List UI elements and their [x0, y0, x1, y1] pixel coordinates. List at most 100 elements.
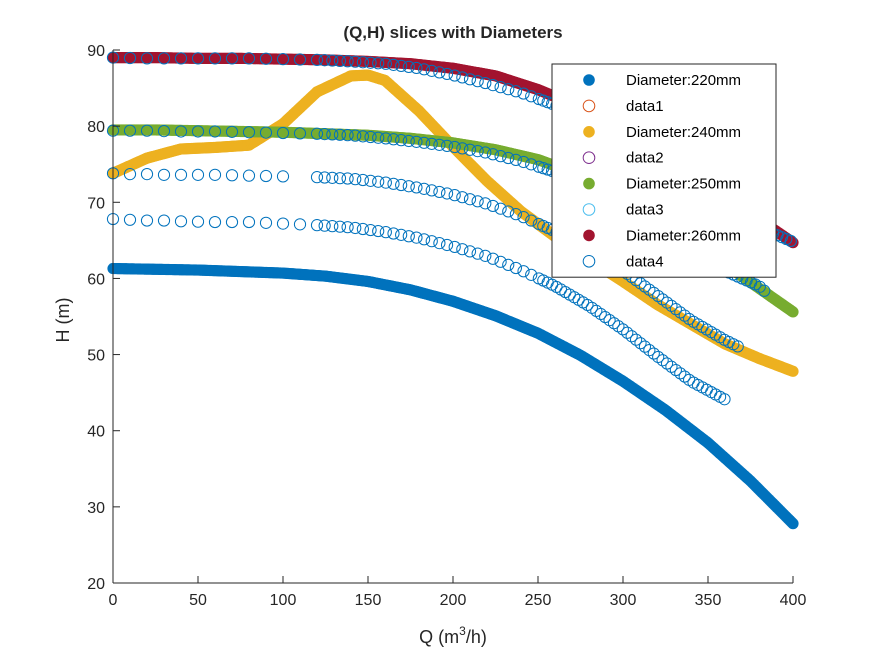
- data-point: [456, 191, 469, 204]
- data-point: [341, 172, 354, 185]
- data-point: [410, 135, 423, 148]
- data-point: [502, 83, 515, 96]
- data-point: [517, 155, 530, 169]
- x-tick-label: 150: [355, 592, 382, 609]
- data-point: [174, 52, 188, 65]
- legend-label: Diameter:240mm: [626, 124, 741, 141]
- legend-entry: Diameter:220mm: [583, 72, 741, 89]
- y-tick-label: 70: [87, 195, 105, 212]
- data-point: [532, 160, 545, 173]
- data-point: [208, 168, 222, 181]
- data-point: [525, 158, 538, 171]
- legend: Diameter:220mm data1 Diameter:240mm data2 Di…: [551, 63, 777, 278]
- data-point: [333, 54, 347, 68]
- data-point: [402, 60, 415, 74]
- data-point: [787, 365, 799, 377]
- y-tick-label: 30: [87, 500, 105, 517]
- data-point: [612, 320, 625, 333]
- data-point: [525, 268, 538, 281]
- data-point: [665, 360, 678, 373]
- data-point: [418, 136, 431, 149]
- data-point: [140, 52, 154, 65]
- data-point: [140, 168, 154, 181]
- x-tick-label: 350: [695, 592, 722, 609]
- data-point: [123, 124, 137, 137]
- data-point: [509, 261, 523, 275]
- data-point: [678, 309, 691, 322]
- data-point: [517, 211, 530, 224]
- data-point: [433, 138, 446, 151]
- data-point: [621, 326, 634, 339]
- data-point: [599, 310, 612, 324]
- legend-entry: Diameter:250mm: [583, 176, 741, 193]
- data-point: [486, 252, 500, 265]
- data-point: [418, 233, 431, 246]
- data-point: [486, 199, 500, 213]
- data-point: [410, 231, 423, 244]
- data-point: [463, 193, 477, 206]
- data-point: [787, 518, 799, 530]
- legend-entry: data4: [582, 253, 664, 270]
- data-point: [787, 306, 799, 318]
- data-point: [647, 286, 660, 299]
- data-point: [318, 171, 331, 184]
- data-point: [387, 133, 400, 146]
- data-point: [502, 205, 515, 218]
- data-point: [372, 224, 385, 238]
- data-point: [440, 139, 454, 152]
- data-point: [463, 245, 477, 258]
- data-point: [395, 178, 408, 192]
- data-point: [433, 185, 446, 199]
- data-point: [669, 303, 682, 316]
- data-point: [310, 171, 324, 184]
- data-point: [157, 214, 171, 227]
- data-point: [242, 126, 256, 139]
- data-point: [456, 142, 469, 155]
- data-point: [372, 175, 385, 188]
- x-axis-label: Q (m3/h): [419, 624, 487, 647]
- legend-label: Diameter:260mm: [626, 227, 741, 244]
- legend-marker: [583, 177, 595, 190]
- data-point: [784, 234, 797, 248]
- data-point: [333, 128, 347, 141]
- legend-label: data4: [626, 253, 664, 270]
- data-point: [225, 215, 239, 229]
- legend-label: Diameter:220mm: [626, 72, 741, 89]
- data-point: [433, 66, 446, 79]
- data-point: [494, 255, 507, 268]
- data-point: [364, 56, 377, 69]
- data-point: [326, 171, 339, 184]
- data-point: [174, 125, 188, 138]
- data-point: [590, 304, 603, 318]
- x-tick-label: 400: [780, 592, 807, 609]
- data-point: [425, 137, 438, 150]
- data-point: [364, 223, 377, 237]
- data-point: [463, 73, 477, 86]
- data-point: [364, 174, 377, 187]
- legend-entry: data3: [582, 202, 664, 219]
- data-point: [634, 277, 647, 290]
- data-point: [440, 238, 454, 252]
- data-point: [123, 213, 137, 226]
- legend-marker: [582, 99, 596, 113]
- data-point: [318, 219, 331, 232]
- data-point: [433, 237, 446, 250]
- data-point: [486, 148, 500, 161]
- data-point: [509, 85, 523, 98]
- data-point: [318, 54, 331, 67]
- data-point: [191, 215, 205, 228]
- data-point: [643, 283, 656, 296]
- x-tick-label: 100: [270, 592, 297, 609]
- data-point: [395, 59, 408, 72]
- legend-label: data1: [626, 98, 664, 115]
- data-point: [333, 220, 347, 233]
- data-point: [395, 134, 408, 147]
- data-point: [372, 131, 385, 144]
- data-point: [471, 75, 484, 88]
- data-point: [356, 222, 369, 236]
- data-point: [652, 289, 665, 303]
- data-point: [140, 124, 154, 137]
- data-point: [410, 61, 423, 75]
- data-point: [293, 53, 307, 66]
